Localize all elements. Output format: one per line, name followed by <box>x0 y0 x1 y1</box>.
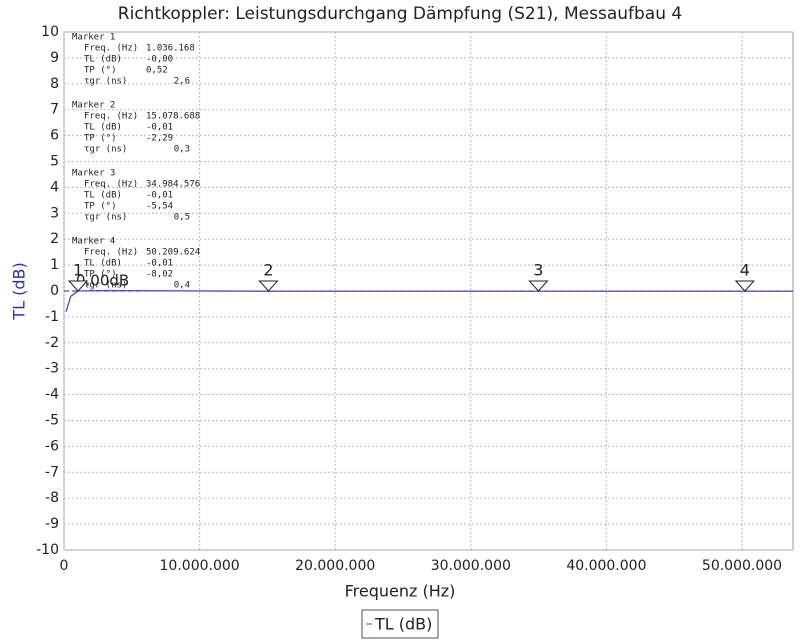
x-axis-label: Frequenz (Hz) <box>345 582 456 601</box>
marker-info-value: 15.078.688 <box>146 112 200 122</box>
marker-info-label: TP (°) <box>84 66 117 76</box>
marker-info-label: Freq. (Hz) <box>84 248 138 258</box>
x-tick-label: 40.000.000 <box>566 558 646 574</box>
marker-info-label: TL (dB) <box>84 123 122 133</box>
marker-info-title: Marker 3 <box>72 169 115 179</box>
marker-info-label: τgr (ns) <box>84 213 127 223</box>
marker-info-label: TL (dB) <box>84 259 122 269</box>
y-tick-label: 6 <box>50 128 59 144</box>
marker-info-value: 1.036.168 <box>146 44 195 54</box>
marker-info-label: τgr (ns) <box>84 145 127 155</box>
marker-info-value: -8,02 <box>146 270 173 280</box>
marker-info-label: τgr (ns) <box>84 281 127 291</box>
data-line <box>65 289 793 312</box>
y-axis-label: TL (dB) <box>10 262 29 320</box>
y-tick-label: 8 <box>50 76 59 92</box>
marker-info-title: Marker 4 <box>72 237 115 247</box>
marker-info-value: -0,01 <box>146 259 173 269</box>
marker-info-value: 50.209.624 <box>146 248 200 258</box>
marker-info-value: -2,29 <box>146 134 173 144</box>
marker-triangle <box>528 280 549 292</box>
marker-info-value: 2,6 <box>174 77 190 87</box>
y-tick-label: -6 <box>45 438 59 454</box>
marker-number: 2 <box>263 261 273 280</box>
y-tick-label: -9 <box>45 516 59 532</box>
y-tick-label: -5 <box>45 413 59 429</box>
marker-info-value: -5,54 <box>146 202 173 212</box>
y-tick-label: 0 <box>50 283 59 299</box>
x-tick-label: 10.000.000 <box>160 558 240 574</box>
marker-triangle <box>67 280 89 292</box>
marker-info-value: 0,4 <box>174 281 190 291</box>
y-tick-label: 10 <box>41 24 59 40</box>
marker-info-label: Freq. (Hz) <box>84 180 138 190</box>
y-tick-label: -1 <box>45 309 59 325</box>
marker-info-label: TP (°) <box>84 270 117 280</box>
marker-info-value: 0,3 <box>174 145 190 155</box>
marker-info-value: 0,52 <box>146 66 168 76</box>
marker-info-title: Marker 2 <box>72 101 115 111</box>
y-tick-label: -2 <box>45 335 59 351</box>
y-tick-label: 5 <box>50 154 59 170</box>
marker-info-label: TL (dB) <box>84 55 122 65</box>
y-tick-label: -3 <box>45 361 59 377</box>
y-tick-label: -7 <box>45 464 59 480</box>
y-tick-label: 9 <box>50 50 59 66</box>
y-tick-label: 7 <box>50 102 59 118</box>
marker-info-label: TL (dB) <box>84 191 122 201</box>
marker-info-value: 0,5 <box>174 213 190 223</box>
reference-label: 0.00dB <box>76 272 129 290</box>
y-tick-label: 3 <box>50 205 59 221</box>
y-tick-label: -10 <box>36 542 59 558</box>
marker-triangle <box>734 280 755 292</box>
marker-info-value: -0,01 <box>146 123 173 133</box>
marker-triangle <box>258 280 279 292</box>
marker-number: 3 <box>533 261 543 280</box>
marker-info-label: TP (°) <box>84 202 117 212</box>
marker-info-value: 34.984.576 <box>146 180 200 190</box>
y-tick-label: 2 <box>50 231 59 247</box>
marker-info-label: τgr (ns) <box>84 77 127 87</box>
marker-info-label: Freq. (Hz) <box>84 44 138 54</box>
x-tick-label: 20.000.000 <box>295 558 375 574</box>
y-tick-label: -4 <box>45 387 59 403</box>
y-tick-label: 1 <box>50 257 59 273</box>
legend-label: TL (dB) <box>374 615 432 634</box>
x-tick-label: 50.000.000 <box>702 558 782 574</box>
marker-info-value: -0,01 <box>146 191 173 201</box>
y-tick-label: -8 <box>45 490 59 506</box>
marker-info-value: -0,00 <box>146 55 173 65</box>
chart-title: Richtkoppler: Leistungsdurchgang Dämpfun… <box>118 4 682 24</box>
y-tick-label: 4 <box>50 179 59 195</box>
marker-number: 1 <box>73 261 83 280</box>
x-tick-label: 0 <box>60 558 69 574</box>
marker-info-title: Marker 1 <box>72 33 115 43</box>
x-tick-label: 30.000.000 <box>431 558 511 574</box>
marker-number: 4 <box>740 261 750 280</box>
legend-box <box>361 609 439 639</box>
marker-info-label: TP (°) <box>84 134 117 144</box>
marker-info-label: Freq. (Hz) <box>84 112 138 122</box>
